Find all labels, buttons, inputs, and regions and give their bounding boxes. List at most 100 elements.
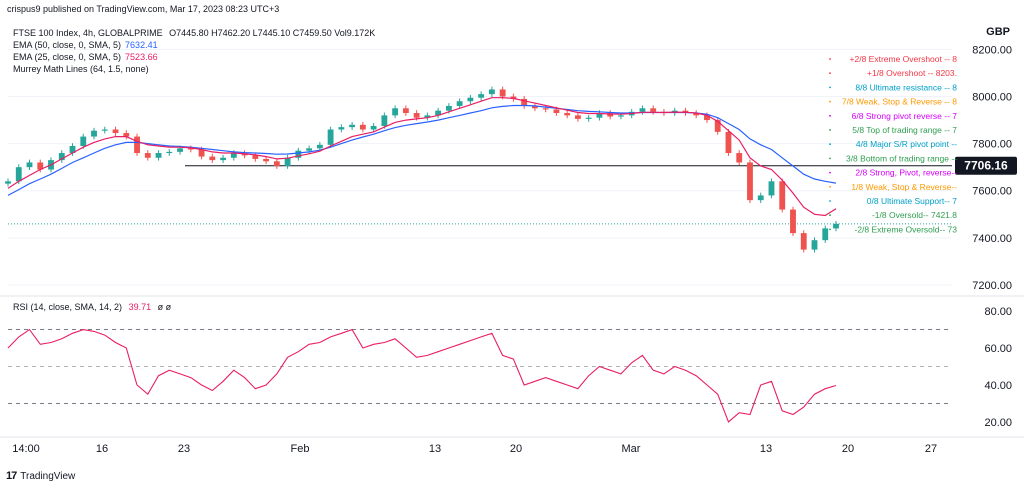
candle-body [15, 167, 22, 182]
candle-body [413, 113, 420, 118]
candle-body [198, 149, 205, 157]
rsi-reference-lines [8, 329, 952, 404]
candle-body [112, 129, 119, 134]
rsi-legend-extra: ø ø [157, 302, 172, 312]
murrey-dot [829, 72, 831, 75]
candle-body [564, 113, 571, 116]
candle-body [757, 195, 764, 201]
murrey-label: 5/8 Top of trading range -- 7 [852, 125, 957, 135]
murrey-label: 4/8 Major S/R pivot point -- [856, 139, 957, 149]
tradingview-branding[interactable]: 17 TradingView [6, 470, 75, 482]
candle-body [252, 155, 259, 159]
murrey-label: 0/8 Ultimate Support-- 7 [867, 196, 958, 206]
murrey-dot [829, 100, 831, 103]
price-tick-label: 7400.00 [972, 233, 1012, 245]
rsi-line-group [7, 328, 837, 423]
candle-body [230, 153, 237, 158]
legend-murrey-label: Murrey Math Lines (64, 1.5, none) [13, 64, 149, 74]
candle-body [768, 181, 775, 196]
murrey-label: 2/8 Strong, Pivot, reverse-- [855, 168, 957, 178]
murrey-label: +1/8 Overshoot -- 8203. [867, 68, 957, 78]
candle-body [800, 233, 807, 250]
price-grid [8, 48, 952, 286]
candle-body [467, 97, 474, 102]
rsi-axis: 20.00 40.00 60.00 80.00 [984, 306, 1012, 429]
candle-body [510, 96, 517, 99]
price-tick-label: 8000.00 [972, 92, 1012, 104]
candle-body [69, 145, 76, 154]
candle-body [166, 151, 173, 154]
candle-body [736, 153, 743, 163]
candle-body [155, 153, 162, 158]
murrey-label: 6/8 Strong pivot reverse -- 7 [852, 111, 958, 121]
candle-body [553, 109, 560, 114]
legend-ema-25[interactable]: EMA (25, close, 0, SMA, 5) 7523.66 [13, 52, 158, 62]
rsi-legend[interactable]: RSI (14, close, SMA, 14, 2) 39.71 ø ø [13, 302, 171, 312]
candle-body [833, 223, 839, 229]
candle-body [381, 115, 388, 126]
candle-body [26, 162, 33, 168]
candle-body [585, 117, 592, 119]
candle-body [478, 94, 485, 98]
support-label: 7706.16 [964, 159, 1008, 173]
candle-body [704, 115, 710, 121]
candle-body [402, 108, 409, 114]
candle-body [37, 162, 44, 170]
time-tick-label: 13 [760, 443, 772, 455]
murrey-dot [829, 171, 831, 174]
symbol-name: FTSE 100 Index, 4h, GLOBALPRIME [13, 28, 163, 38]
rsi-line [7, 328, 837, 423]
candle-body [747, 162, 753, 201]
ema-lines [7, 97, 837, 217]
candle-body [187, 148, 194, 150]
legend-ema-50[interactable]: EMA (50, close, 0, SMA, 5) 7632.41 [13, 40, 158, 50]
candle-body [80, 136, 87, 146]
legend-murrey[interactable]: Murrey Math Lines (64, 1.5, none) [13, 64, 149, 74]
tradingview-brand-text: TradingView [20, 470, 76, 482]
legend-ema-25-value: 7523.66 [125, 52, 158, 62]
murrey-label: -1/8 Oversold-- 7421.8 [872, 210, 957, 220]
candle-body [370, 125, 377, 130]
rsi-legend-label: RSI (14, close, SMA, 14, 2) [13, 302, 123, 312]
support-label-bg [955, 156, 1017, 175]
candle-body [209, 156, 216, 161]
candle-body [693, 113, 700, 116]
time-axis: 14:00 16 23 Feb 13 20 Mar 13 20 27 [12, 443, 937, 455]
candle-body [306, 148, 313, 151]
rsi-tick-label: 80.00 [984, 306, 1012, 318]
panel-separator [0, 295, 1024, 438]
ohlc-values: O7445.80 H7462.20 L7445.10 C7459.50 Vol9… [169, 28, 376, 38]
murrey-dot [829, 185, 831, 188]
candle-body [273, 161, 280, 166]
murrey-dot [829, 86, 831, 89]
candle-body [284, 157, 291, 166]
time-tick-label: 23 [178, 443, 190, 455]
candle-body [327, 129, 334, 145]
time-tick-label: Mar [622, 443, 641, 455]
tradingview-logo-icon: 17 [6, 470, 17, 482]
candle-body [359, 124, 366, 130]
murrey-dot [829, 58, 831, 60]
time-tick-label: 13 [429, 443, 441, 455]
price-tick-label: 7200.00 [972, 280, 1012, 292]
candle-body [424, 115, 431, 118]
candle-body [295, 150, 302, 158]
candles [5, 86, 839, 253]
candle-body [650, 108, 657, 112]
murrey-dot [829, 214, 831, 217]
candle-body [725, 131, 732, 154]
candle-body [123, 133, 130, 137]
price-axis: 7200.00 7400.00 7600.00 7800.00 8000.00 8200.… [972, 44, 1012, 292]
candle-body [58, 153, 65, 161]
time-tick-label: 20 [510, 443, 522, 455]
candle-body [316, 144, 323, 149]
murrey-dot [829, 114, 831, 117]
candle-body [779, 181, 786, 210]
candle-body [811, 240, 818, 250]
candle-body [607, 113, 614, 117]
price-tick-label: 8200.00 [972, 44, 1012, 56]
candle-body [618, 115, 624, 117]
murrey-dot [829, 228, 831, 231]
candle-body [435, 110, 442, 116]
candle-body [101, 129, 108, 131]
